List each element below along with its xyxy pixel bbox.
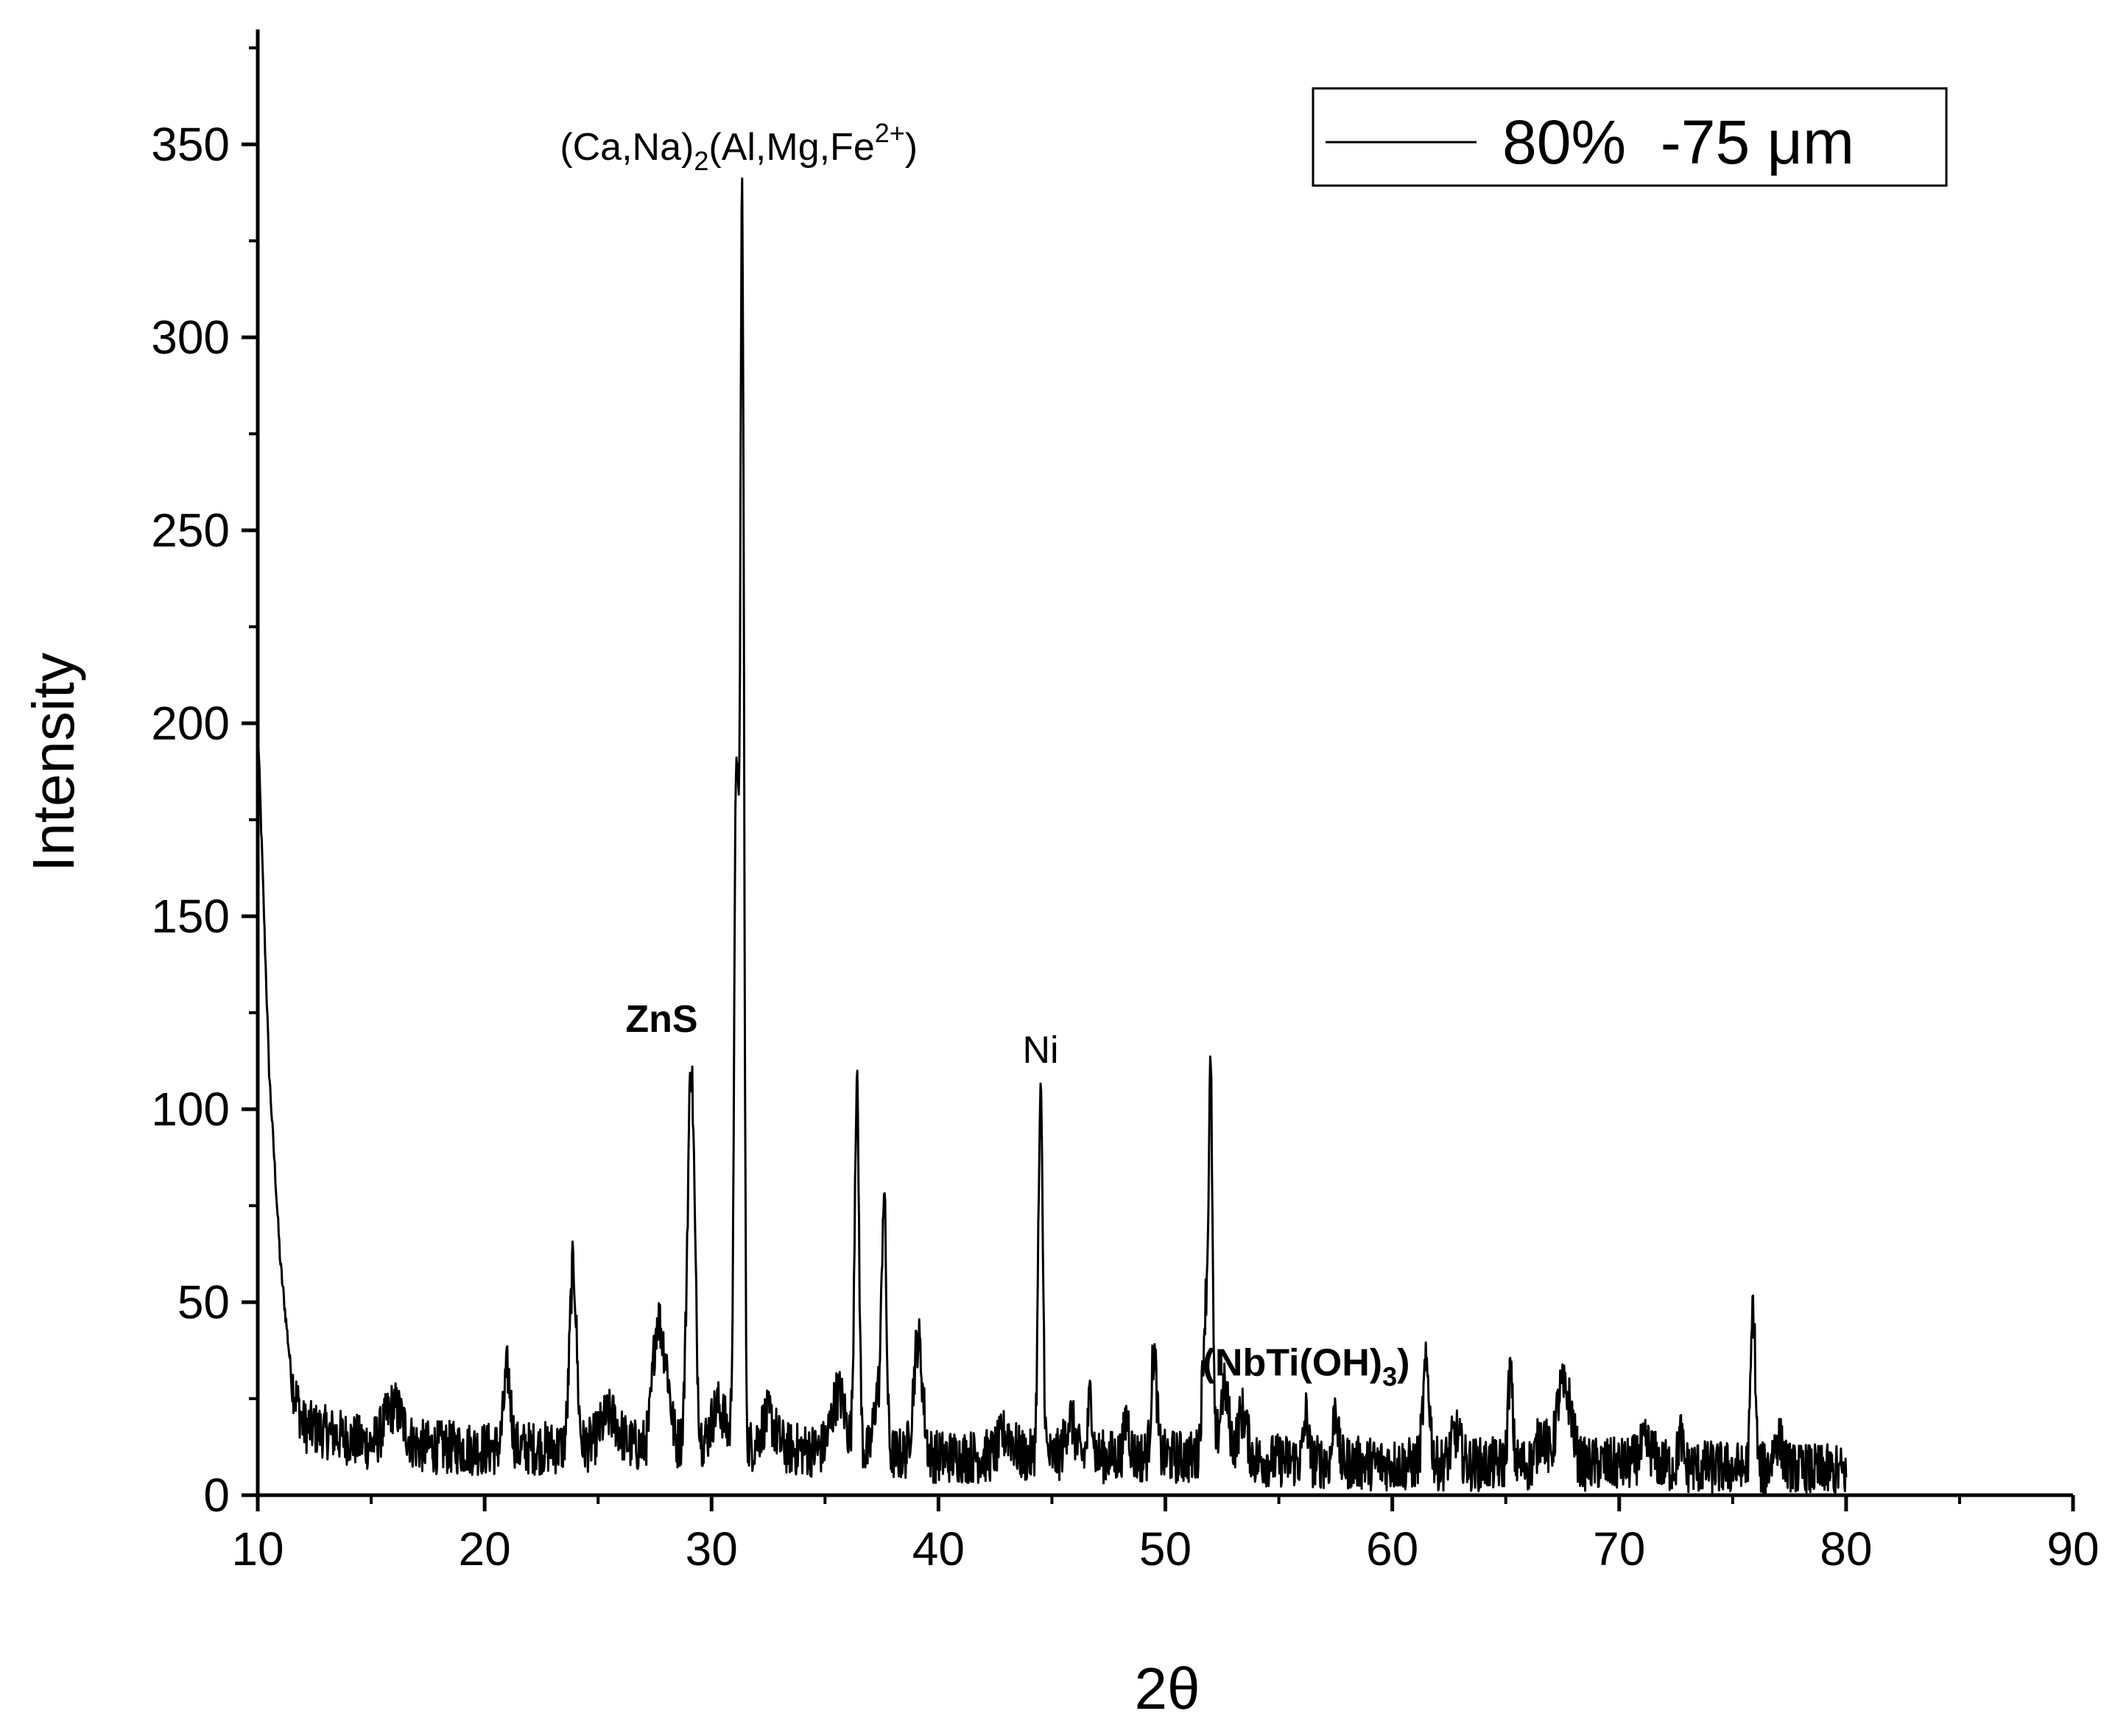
y-tick-label: 150 [151, 890, 230, 943]
peak-annotation-2: Ni [1022, 1029, 1058, 1072]
peak-annotations: (Ca,Na)2(Al,Mg,Fe2+) ZnS Ni (NbTi(OH)3) [560, 118, 1410, 1392]
x-tick-label: 40 [912, 1522, 965, 1575]
peak-annotation-3: (NbTi(OH)3) [1203, 1342, 1410, 1392]
y-tick-label: 200 [151, 697, 230, 750]
y-tick-labels: 0 50 100 150 200 250 300 350 [151, 118, 230, 1522]
x-axis-title: 2θ [1135, 1656, 1200, 1721]
x-tick-label: 10 [231, 1522, 284, 1575]
x-tick-labels: 10 20 30 40 50 60 70 80 90 [231, 1522, 2099, 1575]
legend-box [1312, 87, 1948, 187]
y-ticks [242, 46, 258, 1497]
y-tick-label: 250 [151, 504, 230, 557]
legend: 80% -75 μm [1312, 87, 1948, 187]
peak-annotation-0: (Ca,Na)2(Al,Mg,Fe2+) [560, 118, 918, 176]
x-tick-label: 70 [1593, 1522, 1645, 1575]
x-tick-label: 60 [1366, 1522, 1418, 1575]
x-tick-label: 90 [2047, 1522, 2099, 1575]
y-axis-title: Intensity [21, 653, 86, 872]
x-ticks [256, 1495, 2075, 1511]
y-tick-label: 0 [203, 1469, 230, 1522]
series-line-80pct-75um [256, 177, 1848, 1494]
legend-entry-label: 80% -75 μm [1502, 108, 1854, 177]
x-tick-label: 20 [459, 1522, 511, 1575]
y-tick-label: 350 [151, 118, 230, 171]
y-tick-label: 100 [151, 1083, 230, 1136]
peak-annotation-1: ZnS [625, 998, 697, 1041]
y-tick-label: 50 [177, 1276, 230, 1329]
x-tick-label: 80 [1820, 1522, 1872, 1575]
y-tick-label: 300 [151, 311, 230, 364]
x-tick-label: 30 [686, 1522, 738, 1575]
x-tick-label: 50 [1139, 1522, 1192, 1575]
